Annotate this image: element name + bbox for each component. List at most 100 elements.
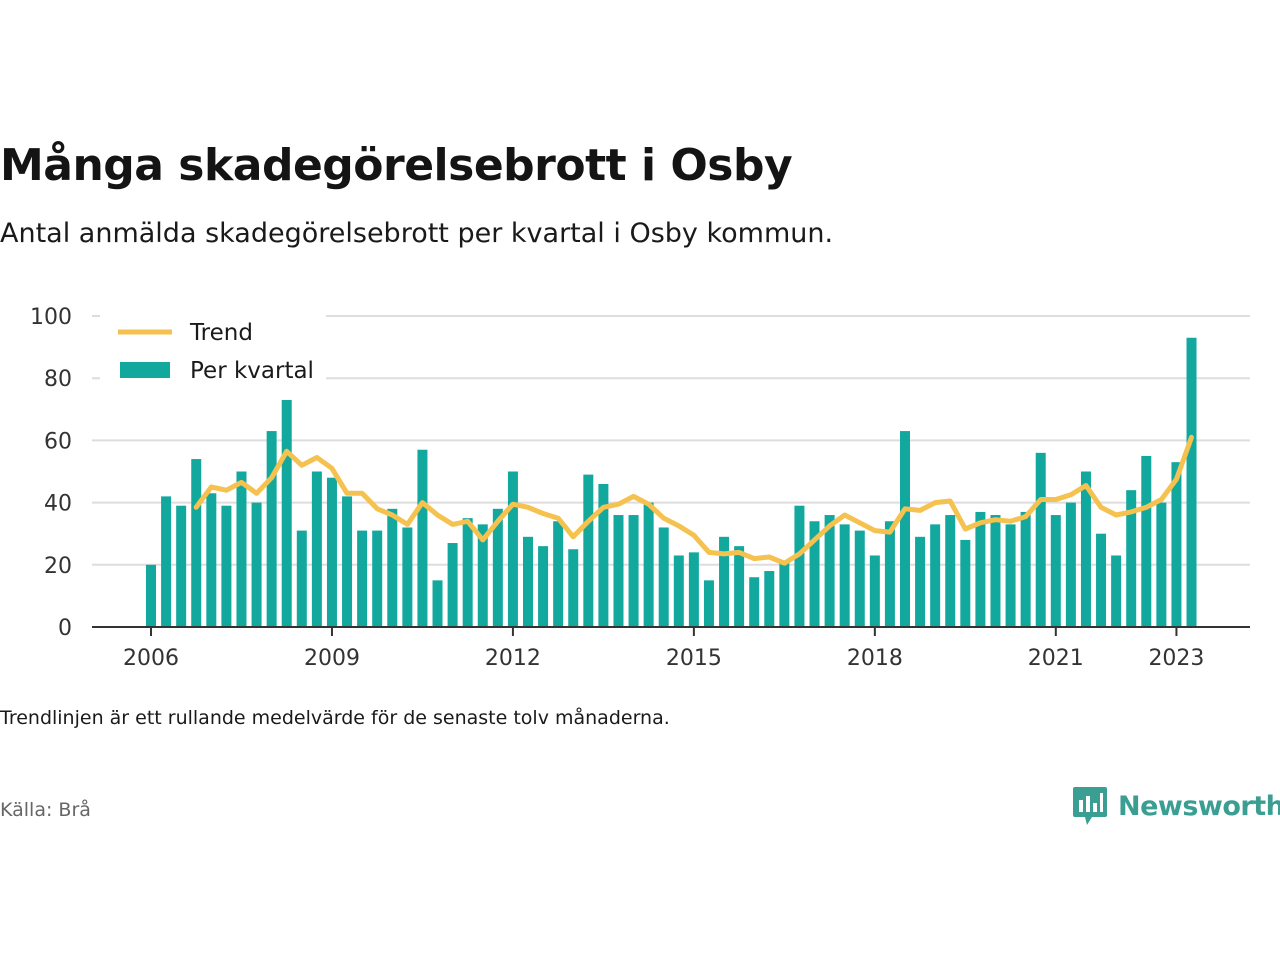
x-tick-label: 2021 xyxy=(1028,646,1084,671)
bar xyxy=(221,505,232,627)
bar-series xyxy=(146,337,1197,627)
bar xyxy=(688,552,699,627)
bar xyxy=(990,515,1001,627)
bar xyxy=(523,536,533,627)
bar xyxy=(945,515,956,627)
bar xyxy=(794,505,805,627)
bar xyxy=(296,530,307,627)
legend-bar-label: Per kvartal xyxy=(190,358,314,384)
x-axis: 2006 2009 2012 2015 2018 2021 2023 xyxy=(92,626,1250,671)
bar xyxy=(658,527,669,627)
bar xyxy=(251,502,262,627)
bar xyxy=(326,477,337,627)
bar xyxy=(598,483,609,627)
bar xyxy=(1005,524,1016,627)
bar xyxy=(809,521,820,627)
bar xyxy=(734,546,745,627)
bar xyxy=(960,539,971,627)
bar xyxy=(281,399,292,627)
bar xyxy=(884,521,895,627)
bar xyxy=(1141,455,1152,627)
bar xyxy=(568,549,579,627)
bar xyxy=(643,502,654,627)
bar xyxy=(1050,515,1061,627)
bar xyxy=(1186,337,1197,627)
bar xyxy=(1171,462,1182,627)
newsworthy-logo-text: Newsworthy xyxy=(1118,790,1280,822)
bar xyxy=(372,530,383,627)
bar xyxy=(1065,502,1076,627)
bar xyxy=(749,577,760,627)
y-tick-label: 100 xyxy=(30,305,72,330)
bar xyxy=(613,515,624,627)
bar xyxy=(266,431,277,627)
bar xyxy=(975,511,986,627)
bar xyxy=(583,474,594,627)
bar xyxy=(402,527,413,627)
bar xyxy=(1156,502,1167,627)
bar xyxy=(703,580,714,627)
legend: Trend Per kvartal xyxy=(100,312,326,384)
bar xyxy=(900,431,910,627)
x-tick-label: 2009 xyxy=(304,646,360,671)
bar xyxy=(447,543,458,627)
trend-series xyxy=(193,434,1194,566)
x-tick-label: 2018 xyxy=(847,646,903,671)
bar xyxy=(553,521,564,627)
trend-line xyxy=(193,434,1194,566)
y-tick-label: 20 xyxy=(44,554,72,579)
bar xyxy=(357,530,368,627)
x-tick-label: 2012 xyxy=(485,646,541,671)
legend-bar-swatch xyxy=(120,362,170,378)
bar xyxy=(628,515,639,627)
bar xyxy=(462,518,473,627)
bar xyxy=(161,496,172,627)
bar xyxy=(839,524,850,627)
newsworthy-logo: Newsworthy xyxy=(1072,785,1280,827)
bar xyxy=(311,471,322,627)
bar xyxy=(869,555,880,627)
bar xyxy=(1126,490,1137,627)
bar xyxy=(824,515,835,627)
y-tick-label: 40 xyxy=(44,492,72,517)
bar xyxy=(779,561,790,627)
bar xyxy=(854,530,865,627)
footnote: Trendlinjen är ett rullande medelvärde f… xyxy=(0,707,670,729)
source-label: Källa: Brå xyxy=(0,799,91,821)
bar xyxy=(764,571,775,627)
bar xyxy=(432,580,443,627)
y-axis-ticks: 0 20 40 60 80 100 xyxy=(30,305,72,641)
bar xyxy=(930,524,941,627)
bar xyxy=(1080,471,1091,627)
bar xyxy=(507,471,518,627)
bar xyxy=(492,508,503,627)
x-tick-label: 2006 xyxy=(123,646,179,671)
x-tick-label: 2023 xyxy=(1148,646,1204,671)
bar xyxy=(1020,511,1031,627)
y-tick-label: 0 xyxy=(58,616,72,641)
bar-line-chart: 0 20 40 60 80 100 2006 2009 2012 2015 2018 2021 202… xyxy=(30,305,1250,671)
bar xyxy=(538,546,549,627)
chart-subtitle: Antal anmälda skadegörelsebrott per kvar… xyxy=(0,218,834,249)
bar xyxy=(146,564,156,627)
bar xyxy=(387,508,398,627)
x-tick-label: 2015 xyxy=(666,646,722,671)
bar xyxy=(1035,452,1046,627)
y-tick-label: 80 xyxy=(44,367,72,392)
bar xyxy=(719,536,730,627)
bar xyxy=(673,555,684,627)
bar xyxy=(1096,533,1107,627)
bar xyxy=(417,449,428,627)
bar xyxy=(342,496,353,627)
bar xyxy=(176,505,187,627)
bar xyxy=(191,459,202,627)
legend-trend-label: Trend xyxy=(189,320,253,346)
bar xyxy=(206,493,217,627)
y-tick-label: 60 xyxy=(44,429,72,454)
bar xyxy=(1111,555,1122,627)
chart-title: Många skadegörelsebrott i Osby xyxy=(0,140,793,191)
bar xyxy=(477,524,488,627)
newsworthy-logo-icon xyxy=(1073,787,1107,825)
bar xyxy=(236,471,247,627)
bar xyxy=(915,536,926,627)
